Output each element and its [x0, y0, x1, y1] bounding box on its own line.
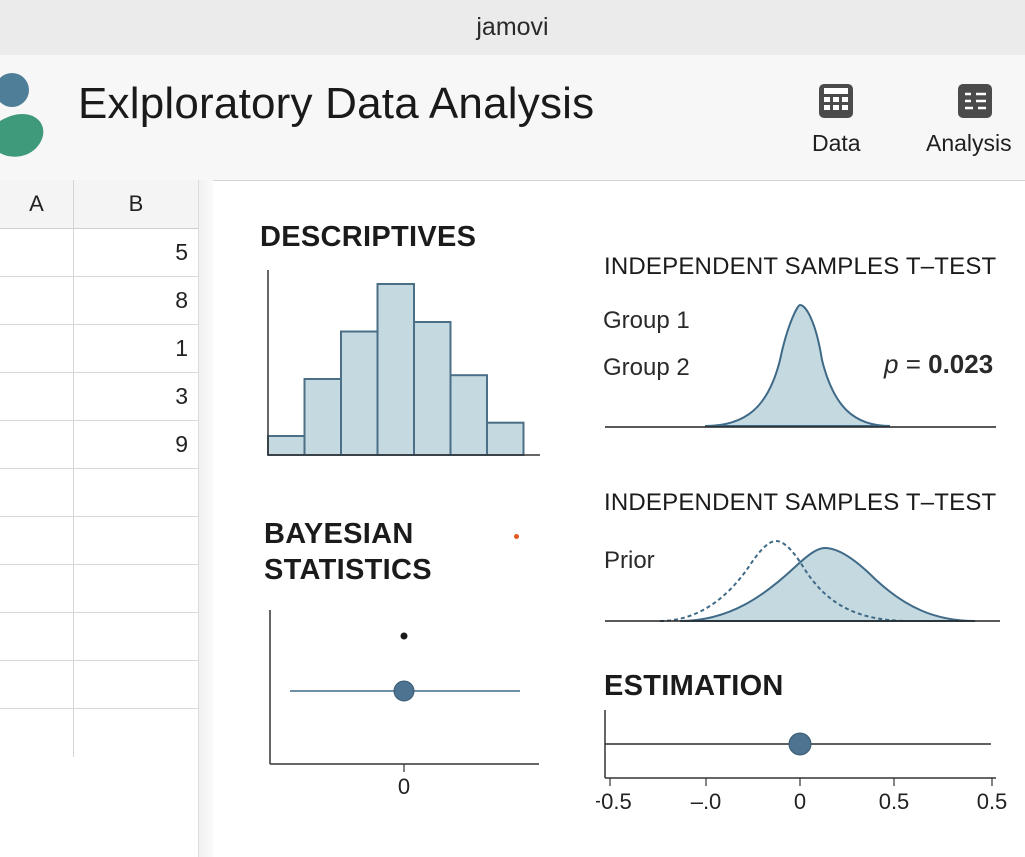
est-tick-label-3: 0	[794, 789, 806, 814]
cell-a8[interactable]	[0, 565, 73, 613]
bayes-tick-label: 0	[398, 774, 410, 799]
histogram-bar	[376, 283, 415, 456]
posterior-curve	[679, 546, 976, 622]
window-titlebar: jamovi	[0, 0, 1025, 55]
estimation-heading: ESTIMATION	[604, 670, 784, 702]
group2-label: Group 2	[603, 354, 690, 381]
data-button[interactable]: Data	[812, 82, 861, 157]
analysis-button-label: Analysis	[926, 130, 1012, 156]
descriptives-histogram	[267, 270, 540, 456]
ttest1-heading: INDEPENDENT SAMPLES T–TEST	[604, 253, 997, 280]
cell-a4[interactable]	[0, 373, 73, 421]
group1-label: Group 1	[603, 307, 690, 334]
window-title: jamovi	[476, 13, 549, 41]
data-button-label: Data	[812, 130, 861, 156]
descriptives-heading: DESCRIPTIVES	[260, 221, 477, 253]
histogram-bar	[267, 435, 306, 456]
est-ticks	[609, 778, 993, 786]
histogram-bar	[413, 321, 452, 456]
analysis-button[interactable]: Analysis	[926, 82, 1012, 157]
est-tick-label-5: 0.5	[977, 789, 1008, 814]
ttest1-density-plot	[605, 303, 996, 428]
prior-label: Prior	[604, 547, 655, 574]
spreadsheet-grid-icon	[819, 84, 854, 118]
column-header-b[interactable]: B	[74, 180, 198, 229]
bayes-outlier-point	[400, 632, 408, 640]
bayesian-plot: 0	[269, 610, 539, 799]
jamovi-logo-icon	[0, 73, 44, 157]
cell-a9[interactable]	[0, 613, 73, 661]
cell-b5[interactable]: 9	[74, 421, 198, 469]
cell-b1[interactable]: 5	[74, 229, 198, 277]
bayesian-heading: BAYESIAN STATISTICS	[264, 518, 432, 587]
cell-a7[interactable]	[0, 517, 73, 565]
est-tick-label-4: 0.5	[879, 789, 910, 814]
est-tick-label-2: –.0	[691, 789, 722, 814]
cell-a2[interactable]	[0, 277, 73, 325]
p-value-text: p = 0.023	[884, 349, 994, 379]
ttest2-heading: INDEPENDENT SAMPLES T–TEST	[604, 489, 997, 516]
column-header-a[interactable]: A	[0, 180, 73, 229]
pane-splitter[interactable]	[198, 180, 213, 857]
histogram-bar	[486, 421, 525, 456]
p-value: 0.023	[928, 349, 994, 379]
analysis-list-icon	[958, 84, 992, 118]
est-tick-label-1: −0.5	[596, 789, 632, 814]
cell-a3[interactable]	[0, 325, 73, 373]
cell-a1[interactable]	[0, 229, 73, 277]
bayes-point-estimate	[393, 680, 415, 702]
ttest2-prior-posterior-plot	[605, 539, 1000, 622]
estimation-plot: −0.5 –.0 0 0.5 0.5	[596, 710, 1008, 814]
cell-b2[interactable]: 8	[74, 277, 198, 325]
app-header: Exlploratory Data Analysis Data Analysis	[0, 55, 1025, 181]
cell-a10[interactable]	[0, 661, 73, 709]
est-point-estimate	[788, 732, 812, 756]
cell-b4[interactable]: 3	[74, 373, 198, 421]
histogram-bar	[340, 330, 379, 456]
cell-b3[interactable]: 1	[74, 325, 198, 373]
cell-b6[interactable]	[74, 469, 198, 517]
cell-b8[interactable]	[74, 565, 198, 613]
cell-b9[interactable]	[74, 613, 198, 661]
cell-b10[interactable]	[74, 661, 198, 709]
spreadsheet: A B 5 8 1 3 9	[0, 180, 198, 760]
ttest1-density-curve	[704, 303, 891, 427]
cell-b7[interactable]	[74, 517, 198, 565]
page-title: Exlploratory Data Analysis	[78, 79, 595, 128]
status-dot	[514, 534, 519, 539]
histogram-bar	[449, 374, 488, 456]
column-divider	[73, 180, 74, 757]
cell-a5[interactable]	[0, 421, 73, 469]
histogram-bar	[303, 378, 342, 456]
cell-a6[interactable]	[0, 469, 73, 517]
